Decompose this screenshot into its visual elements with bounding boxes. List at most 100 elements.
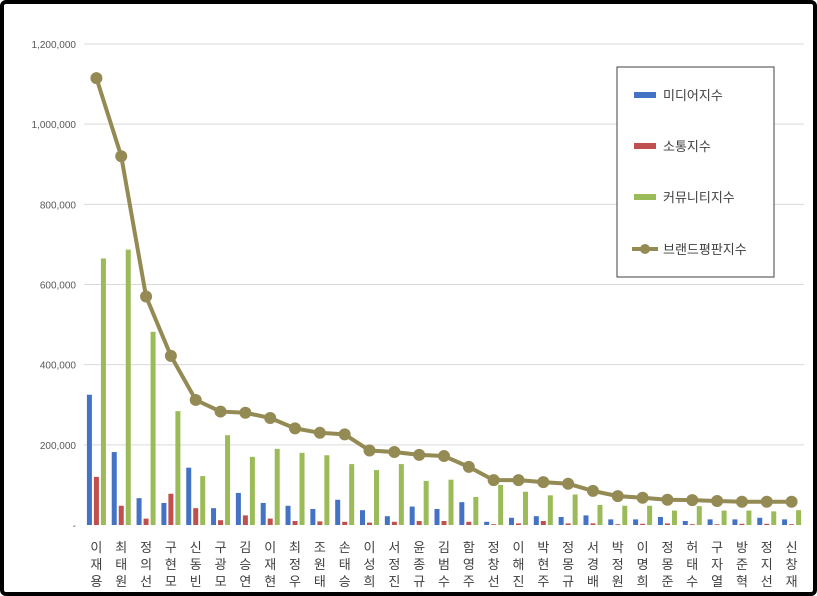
bar bbox=[597, 504, 603, 525]
bar bbox=[218, 520, 224, 525]
bar bbox=[260, 502, 266, 525]
bar bbox=[225, 435, 231, 525]
data-point bbox=[140, 290, 153, 303]
bar bbox=[789, 524, 795, 525]
bar bbox=[335, 499, 341, 525]
bar bbox=[515, 523, 521, 525]
bar bbox=[324, 455, 330, 525]
bar bbox=[739, 523, 745, 525]
bar bbox=[168, 493, 174, 525]
bar bbox=[714, 524, 720, 525]
bar bbox=[771, 511, 777, 525]
data-point bbox=[462, 460, 475, 473]
data-point bbox=[760, 495, 773, 508]
data-point bbox=[487, 474, 500, 487]
bar bbox=[175, 411, 181, 525]
y-tick-label: - bbox=[73, 521, 76, 532]
data-point bbox=[611, 490, 624, 503]
bar bbox=[93, 476, 99, 525]
data-point bbox=[735, 495, 748, 508]
bar bbox=[200, 476, 206, 525]
bar bbox=[193, 508, 199, 525]
data-point bbox=[189, 393, 202, 406]
data-point bbox=[661, 493, 674, 506]
bar bbox=[416, 520, 422, 525]
bar bbox=[590, 523, 596, 525]
data-point bbox=[289, 422, 302, 435]
y-tick-label: 1,200,000 bbox=[32, 40, 77, 51]
grid-lines bbox=[84, 43, 804, 446]
legend-box bbox=[616, 66, 775, 278]
bar bbox=[796, 510, 802, 525]
bar bbox=[657, 516, 663, 525]
bar bbox=[342, 521, 348, 525]
bar bbox=[583, 515, 589, 525]
bar bbox=[707, 519, 713, 525]
data-point bbox=[537, 476, 550, 489]
bar bbox=[434, 508, 440, 525]
bar bbox=[360, 510, 366, 525]
bar bbox=[746, 510, 752, 525]
bar bbox=[118, 505, 124, 525]
y-axis: - 200,000 400,000 600,000 800,000 1,000,000 1,… bbox=[32, 40, 77, 532]
legend-label: 커뮤니티지수 bbox=[663, 191, 735, 206]
y-tick-label: 400,000 bbox=[40, 361, 77, 372]
bar bbox=[267, 518, 273, 525]
bar bbox=[125, 249, 131, 525]
bar bbox=[285, 505, 291, 525]
bar bbox=[721, 510, 727, 525]
bar bbox=[391, 521, 397, 525]
bar bbox=[398, 464, 404, 525]
bar bbox=[558, 516, 564, 525]
data-point bbox=[115, 150, 128, 163]
bar bbox=[764, 523, 770, 525]
bar bbox=[235, 492, 241, 525]
bar bbox=[732, 519, 738, 525]
bar bbox=[473, 496, 479, 525]
data-point bbox=[164, 349, 177, 362]
data-point bbox=[90, 72, 103, 85]
bar bbox=[211, 508, 217, 525]
bar bbox=[533, 516, 539, 525]
data-point bbox=[239, 406, 252, 419]
bar bbox=[689, 524, 695, 525]
y-tick-label: 800,000 bbox=[40, 200, 77, 211]
bar bbox=[633, 519, 639, 525]
data-point bbox=[512, 474, 525, 487]
bar bbox=[484, 521, 490, 525]
bar bbox=[274, 448, 280, 525]
bar bbox=[671, 510, 677, 525]
bar bbox=[111, 452, 117, 525]
bar bbox=[615, 524, 621, 525]
bar bbox=[522, 491, 528, 525]
data-point bbox=[636, 491, 649, 504]
bar bbox=[441, 520, 447, 525]
x-axis-labels: 이 재 용 최 태 원 정 의 선 구 현 모 신 동 빈 구 광 모 김 승 연 이 재 현 최 정 우 조 원 태 손 태 승 이 성 희 서 정 진 윤… bbox=[90, 541, 797, 590]
data-point bbox=[562, 477, 575, 490]
bar bbox=[647, 505, 653, 525]
bar bbox=[299, 452, 305, 525]
